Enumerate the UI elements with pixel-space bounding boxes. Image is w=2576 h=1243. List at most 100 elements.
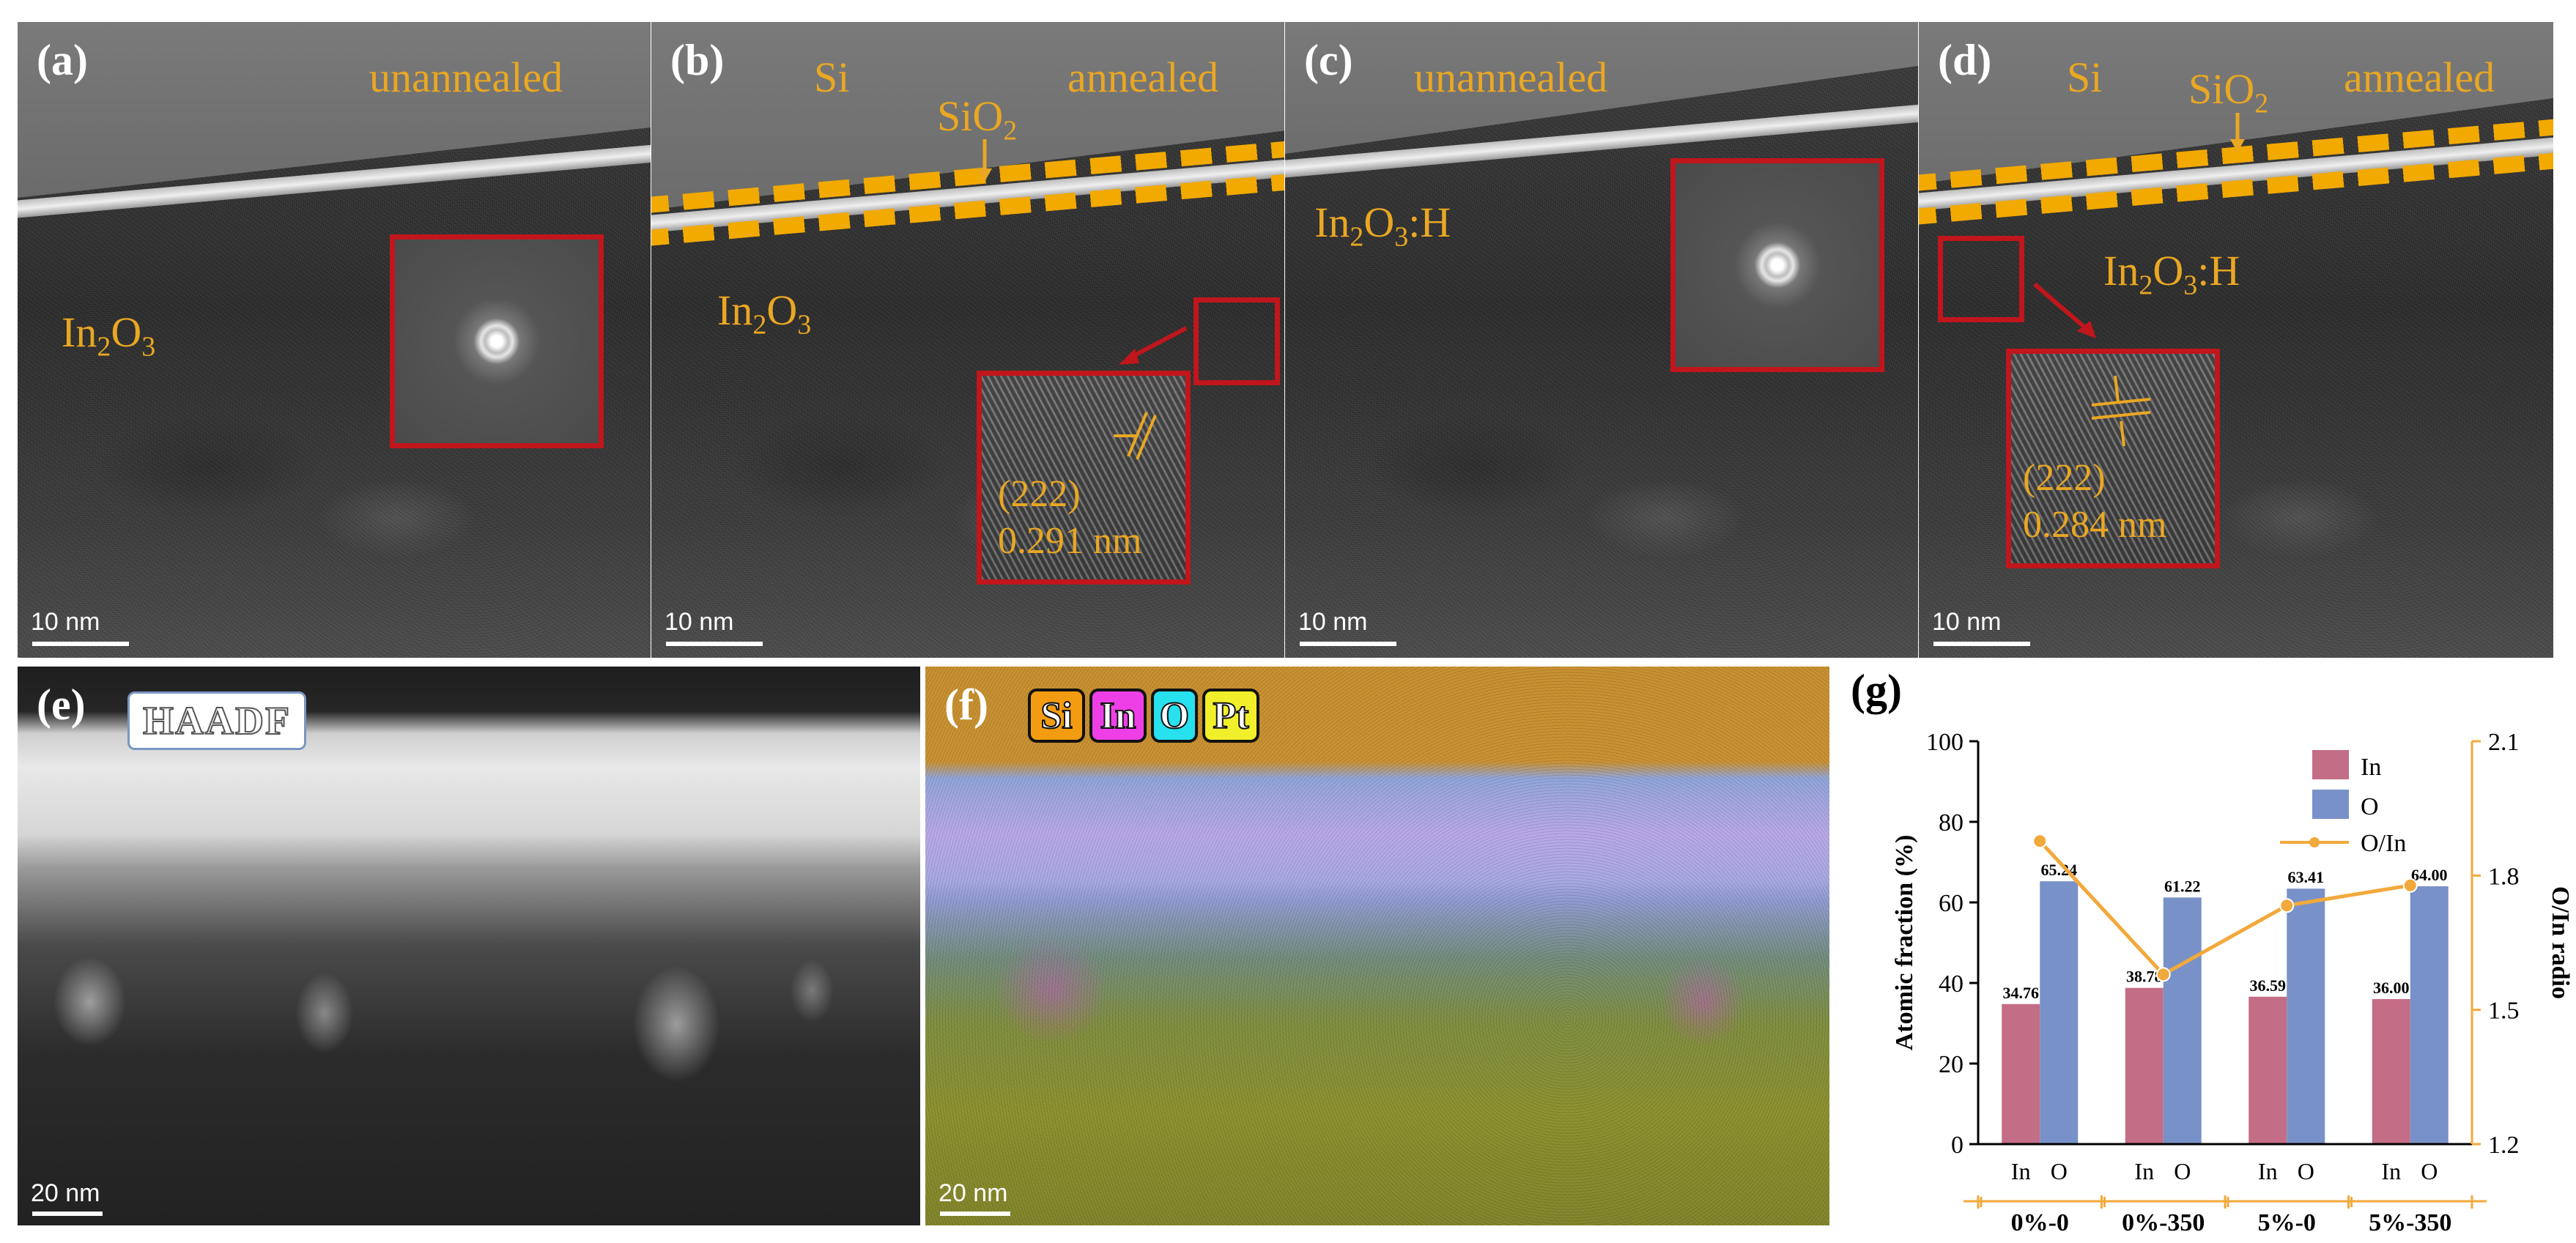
scale-label: 10 nm [1932,608,2002,636]
plane-label: (222) [998,473,1081,515]
fft-inset [390,234,604,448]
zoom-arrow [2033,282,2096,338]
scale-bar [32,642,129,646]
panel-letter: (e) [37,680,86,729]
bar-in-1 [2002,1003,2040,1144]
scale-bar [1300,642,1396,646]
line-point [2032,834,2048,849]
bar-o-4 [2410,886,2449,1144]
panel-letter: (d) [1938,36,1992,84]
bar-sub-label: O [2174,1158,2191,1184]
si-label: Si [2067,53,2103,101]
line-series-o-in [2038,839,2411,977]
sio2-label: SiO2 [937,92,1018,146]
eds-texture [925,667,1829,1225]
bar-in-2 [2125,987,2164,1144]
legend-swatch-o [2312,790,2349,819]
panel-letter: (c) [1304,36,1353,84]
legend-label-ratio: O/In [2361,830,2406,857]
lattice-spacing-marker [2091,376,2151,447]
material-label: In2O3:H [2103,247,2240,301]
haadf-badge: HAADF [127,691,306,750]
element-badge-pt: Pt [1202,689,1259,743]
bar-sub-label: In [2258,1158,2278,1184]
scale-bar [32,1212,103,1216]
legend-label-o: O [2361,793,2379,820]
bar-sub-label: O [2421,1158,2438,1184]
element-legend: Si In O Pt [1028,689,1259,743]
plane-label: (222) [2023,457,2106,499]
data-label: 36.00 [2373,979,2410,997]
bar-sub-label: In [2134,1158,2154,1184]
y-tick-label-right: 1.8 [2488,863,2520,890]
legend-line-marker [2309,837,2320,847]
y-tick-label-left: 80 [1939,809,1964,836]
bar-sub-label: O [2051,1158,2068,1184]
scale-label: 20 nm [31,1179,100,1207]
bar-in-4 [2372,999,2410,1144]
scale-bar [1933,642,2030,646]
panel-letter: (g) [1851,666,1902,714]
category-label: 5%-350 [2369,1209,2451,1236]
legend-label-in: In [2361,754,2381,781]
element-badge-si: Si [1028,689,1085,743]
si-label: Si [814,53,850,101]
panel-letter: (a) [37,36,88,84]
scale-bar [940,1212,1010,1216]
scale-label: 20 nm [939,1179,1008,1207]
scale-label: 10 nm [31,608,100,636]
category-label: 0%-350 [2122,1209,2205,1236]
data-label: 36.59 [2250,976,2287,995]
legend-swatch-in [2312,750,2349,779]
scale-bar [666,642,763,646]
y-tick-label-right: 2.1 [2488,729,2520,756]
panel-c: (c) unannealed In2O3:H 10 nm [1285,22,1918,658]
scale-label: 10 nm [1298,608,1368,636]
data-label: 61.22 [2164,877,2201,895]
panel-letter: (b) [670,36,725,84]
panel-d: (d) Si SiO2 annealed In2O3:H (222) 0.284… [1919,22,2553,658]
sio2-arrow [2230,113,2245,152]
category-label: 5%-0 [2258,1209,2316,1236]
spacing-label: 0.284 nm [2023,504,2167,546]
scale-label: 10 nm [665,608,734,636]
y-tick-label-right: 1.2 [2488,1132,2520,1159]
hrtem-inset: (222) 0.284 nm [2006,349,2220,568]
data-label: 63.41 [2288,868,2325,886]
sio2-label: SiO2 [2188,65,2269,119]
bar-in-3 [2249,996,2287,1144]
bar-sub-label: O [2298,1158,2314,1184]
state-label: annealed [2344,53,2495,101]
category-label: 0%-0 [2011,1209,2069,1236]
sio2-arrow [977,139,992,182]
bar-sub-label: In [2381,1158,2401,1184]
y-axis-title-right: O/In radio [2547,886,2574,999]
data-label: 64.00 [2411,866,2448,884]
y-tick-label-left: 20 [1939,1051,1964,1078]
y-tick-label-left: 40 [1939,971,1964,998]
lattice-spacing-marker [1114,412,1157,460]
element-badge-in: In [1089,689,1147,743]
fft-inset [1670,158,1884,372]
line-point [2279,898,2295,913]
state-label: annealed [1067,53,1219,101]
panel-a: (a) unannealed In2O3 10 nm [18,22,651,658]
y-tick-label-left: 0 [1951,1132,1964,1159]
panel-b: (b) Si SiO2 annealed In2O3 (222) 0.291 n… [651,22,1284,658]
region-selection-box [1193,297,1280,385]
region-selection-box [1938,236,2024,322]
material-label: In2O3 [62,308,156,363]
zoom-arrow [1119,326,1188,365]
hrtem-inset: (222) 0.291 nm [977,371,1191,585]
bar-o-1 [2040,881,2079,1144]
material-label: In2O3 [717,286,812,341]
element-badge-o: O [1151,689,1198,743]
y-tick-label-right: 1.5 [2488,998,2520,1025]
panel-f: (f) Si In O Pt 20 nm [925,667,1829,1225]
y-tick-label-left: 60 [1939,890,1964,917]
panel-e: (e) HAADF 20 nm [18,667,920,1225]
bar-sub-label: In [2011,1158,2031,1184]
bar-o-3 [2287,888,2325,1144]
state-label: unannealed [369,53,563,101]
material-label: In2O3:H [1314,198,1451,253]
